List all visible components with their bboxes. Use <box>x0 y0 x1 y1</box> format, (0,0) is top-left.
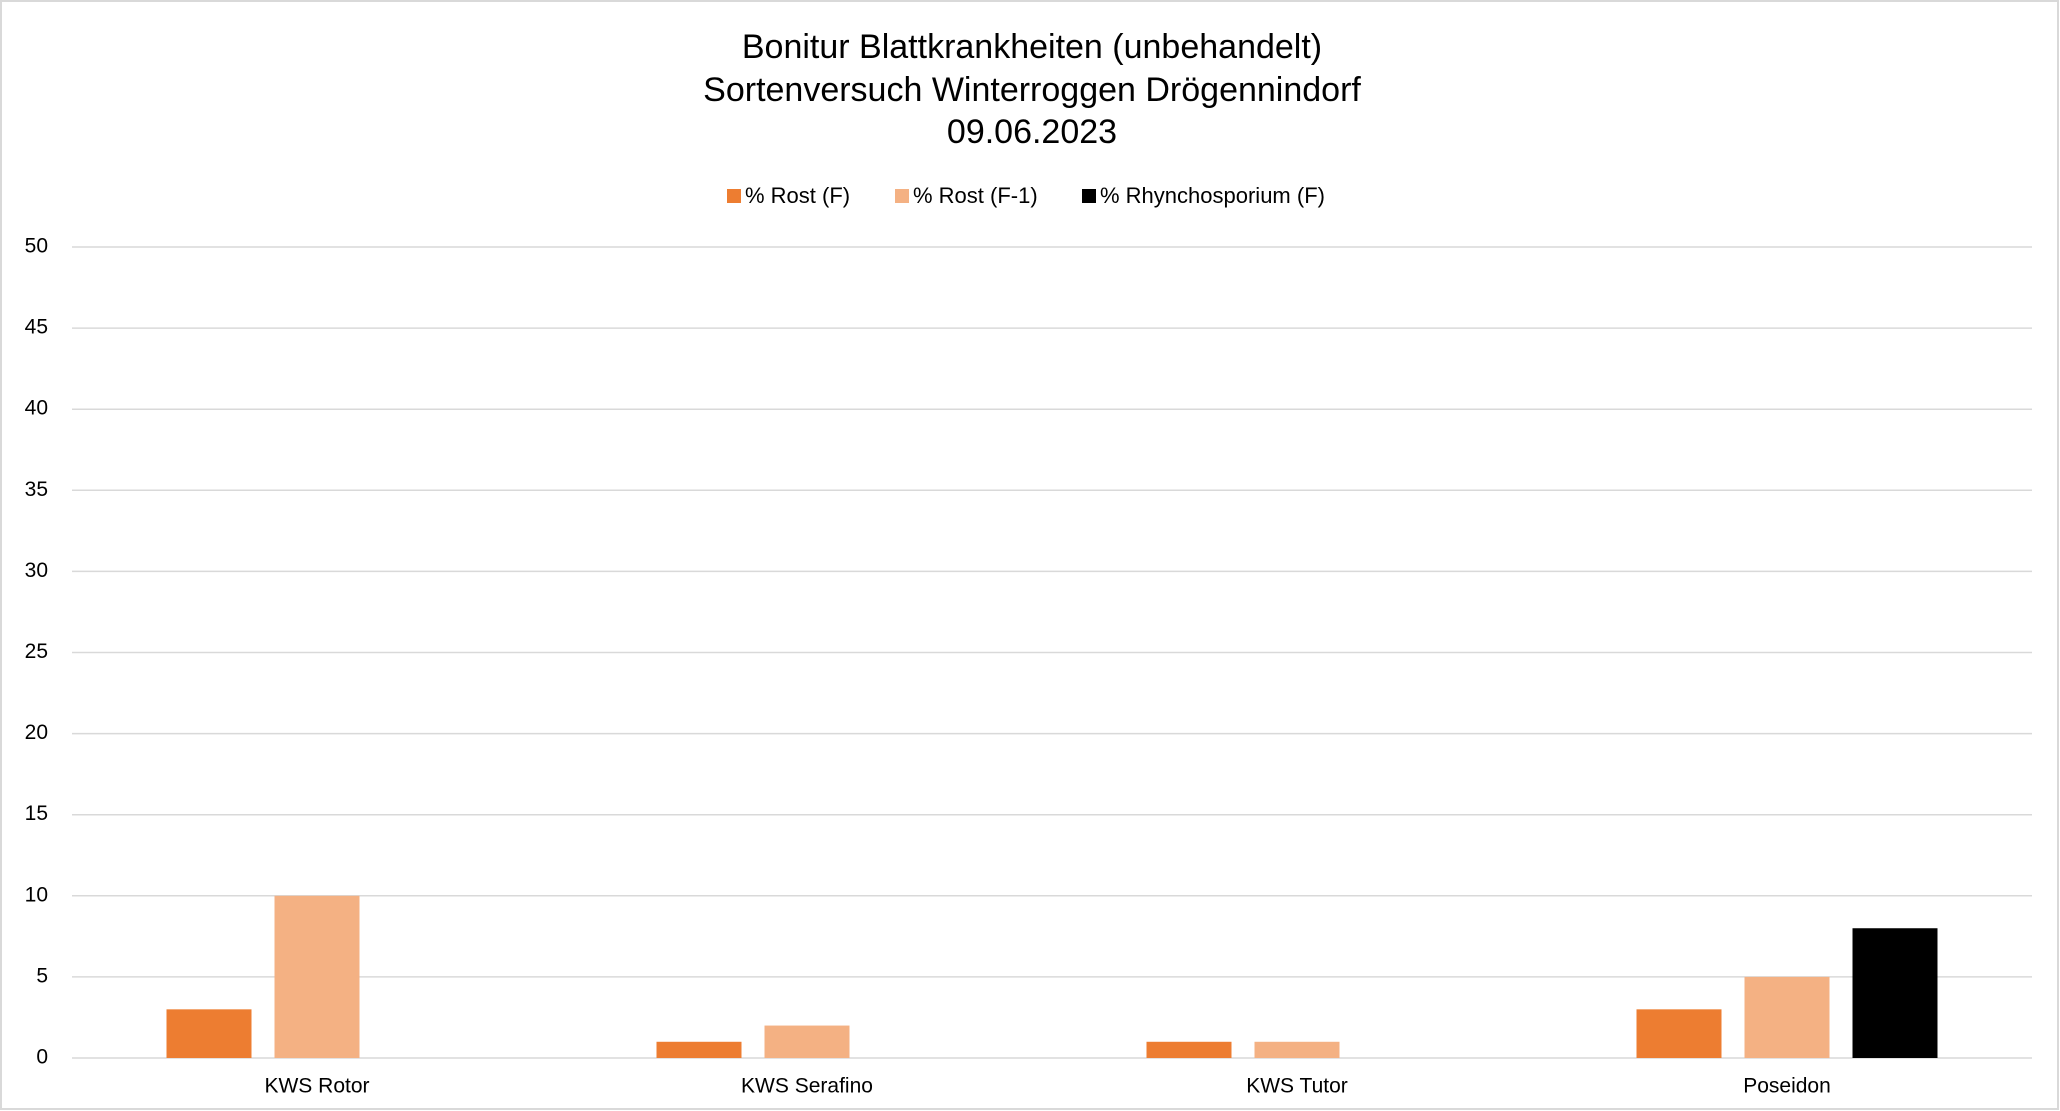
legend-swatch <box>1082 189 1096 203</box>
bar <box>656 1041 742 1058</box>
y-tick-label: 25 <box>25 640 48 663</box>
legend-label: % Rost (F) <box>745 183 850 208</box>
y-tick-label: 50 <box>25 235 48 258</box>
x-tick-label: KWS Serafino <box>741 1075 873 1098</box>
y-tick-label: 15 <box>25 802 48 825</box>
bar <box>1254 1041 1340 1058</box>
bar <box>1146 1041 1232 1058</box>
y-tick-label: 10 <box>25 883 48 906</box>
y-tick-label: 40 <box>25 397 48 420</box>
y-tick-label: 20 <box>25 721 48 744</box>
bar <box>764 1025 850 1058</box>
bar <box>1852 928 1938 1058</box>
chart-subtitle: Sortenversuch Winterroggen Drögennindorf <box>703 71 1361 109</box>
bar <box>166 1009 252 1058</box>
bar <box>1636 1009 1722 1058</box>
chart-subtitle: 09.06.2023 <box>947 113 1117 151</box>
x-tick-label: KWS Tutor <box>1246 1075 1348 1098</box>
y-tick-label: 45 <box>25 316 48 339</box>
chart-title: Bonitur Blattkrankheiten (unbehandelt) <box>742 28 1322 66</box>
y-tick-label: 0 <box>36 1046 48 1069</box>
legend-label: % Rost (F-1) <box>913 183 1038 208</box>
x-tick-label: Poseidon <box>1743 1075 1831 1098</box>
legend-swatch <box>727 189 741 203</box>
x-tick-label: KWS Rotor <box>264 1075 369 1098</box>
bar <box>274 895 360 1058</box>
y-tick-label: 30 <box>25 559 48 582</box>
legend-label: % Rhynchosporium (F) <box>1100 183 1325 208</box>
y-tick-label: 5 <box>36 964 48 987</box>
bar <box>1744 976 1830 1058</box>
y-tick-label: 35 <box>25 478 48 501</box>
legend-swatch <box>895 189 909 203</box>
